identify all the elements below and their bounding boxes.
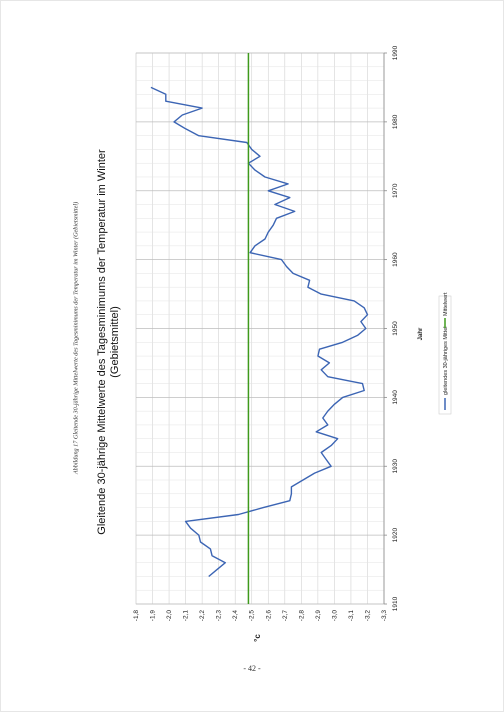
year-tick-label: 1960 [392, 252, 399, 267]
year-tick-label: 1910 [392, 596, 399, 611]
year-tick-group: 1940 [392, 390, 399, 405]
legend: gleitendes 30-jähriges Mittel Mittelwert [438, 292, 452, 415]
value-tick-label: -3,3 [381, 610, 388, 622]
year-tick-label: 1940 [392, 390, 399, 405]
year-tick-label: 1920 [392, 528, 399, 543]
x-axis-label-group: Jahr [418, 327, 424, 340]
year-tick-group: 1970 [392, 183, 399, 198]
value-tick-group: -3,3 [381, 610, 388, 622]
year-tick-label: 1950 [392, 321, 399, 336]
value-tick-label: -2,8 [298, 610, 305, 622]
value-tick-group: -1,8 [133, 610, 140, 622]
grid-layer [135, 52, 385, 605]
value-tick-label: -2,2 [199, 610, 206, 622]
value-tick-group: -3,1 [348, 610, 355, 622]
year-tick-group: 1930 [392, 459, 399, 474]
value-tick-group: -2,0 [166, 610, 173, 622]
year-tick-label: 1990 [392, 45, 399, 60]
value-tick-label: -3,1 [348, 610, 355, 622]
series-layer [150, 53, 369, 604]
value-tick-group: -3,2 [364, 610, 371, 622]
legend-label-series: gleitendes 30-jähriges Mittel [443, 327, 449, 395]
value-tick-label: -1,9 [150, 610, 157, 622]
value-tick-label: -2,3 [216, 610, 223, 622]
value-tick-group: -2,1 [183, 610, 190, 622]
legend-label-mean: Mittelwert [443, 292, 449, 316]
value-tick-label: -2,4 [232, 610, 239, 622]
chart-subtitle: (Gebietsmittel) [109, 306, 121, 378]
year-tick-group: 1910 [392, 596, 399, 611]
value-tick-group: -2,9 [315, 610, 322, 622]
year-tick-label: 1930 [392, 459, 399, 474]
legend-frame [438, 295, 452, 415]
value-tick-label: -2,6 [265, 610, 272, 622]
year-tick-group: 1980 [392, 114, 399, 129]
value-tick-group: -2,2 [199, 610, 206, 622]
year-tick-group: 1920 [392, 528, 399, 543]
value-tick-label: -2,0 [166, 610, 173, 622]
year-tick-label: 1970 [392, 183, 399, 198]
x-axis-label: Jahr [418, 327, 424, 340]
year-tick-label: 1980 [392, 114, 399, 129]
value-tick-label: -2,7 [282, 610, 289, 622]
value-tick-group: -2,4 [232, 610, 239, 622]
value-tick-group: -2,5 [249, 610, 256, 622]
value-tick-label: -2,5 [249, 610, 256, 622]
year-tick-group: 1960 [392, 252, 399, 267]
value-tick-group: -1,9 [150, 610, 157, 622]
y-axis-label: °c [253, 634, 262, 642]
value-tick-label: -2,9 [315, 610, 322, 622]
value-tick-group: -3,0 [331, 610, 338, 622]
chart-title-group: Gleitende 30-jährige Mittelwerte des Tag… [96, 149, 121, 535]
value-tick-label: -1,8 [133, 610, 140, 622]
value-tick-label: -3,2 [364, 610, 371, 622]
value-tick-group: -2,3 [216, 610, 223, 622]
year-tick-group: 1950 [392, 321, 399, 336]
axis-layer: -1,8 -1,9 -2,0 -2,1 -2,2 -2,3 -2,4 -2,5 -2,6 -2,7… [133, 45, 399, 621]
value-tick-group: -2,8 [298, 610, 305, 622]
value-tick-group: -2,6 [265, 610, 272, 622]
value-tick-label: -2,1 [183, 610, 190, 622]
y-axis-label-group: °c [253, 634, 262, 642]
series-line-moving-average [150, 86, 369, 578]
value-tick-label: -3,0 [331, 610, 338, 622]
value-tick-group: -2,7 [282, 610, 289, 622]
chart-title: Gleitende 30-jährige Mittelwerte des Tag… [96, 149, 108, 535]
year-tick-group: 1990 [392, 45, 399, 60]
page-number: - 42 - [243, 664, 261, 673]
